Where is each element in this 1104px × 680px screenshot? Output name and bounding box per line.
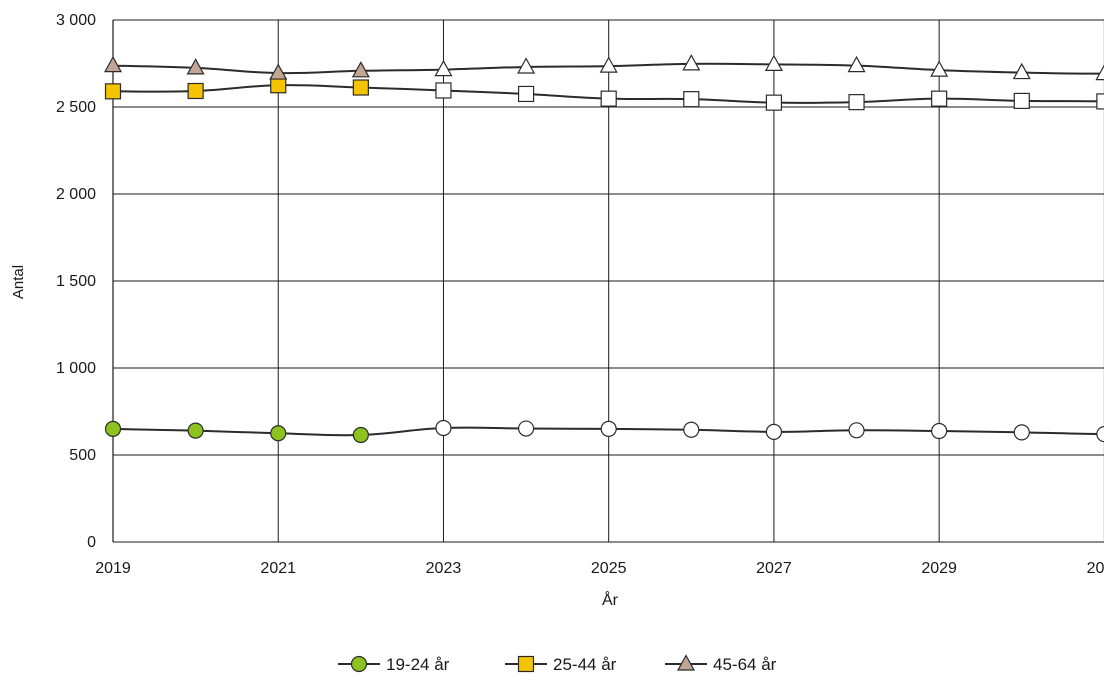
data-point xyxy=(1014,64,1030,79)
series-0 xyxy=(106,421,1104,443)
data-point xyxy=(519,86,534,101)
data-point xyxy=(270,65,286,80)
data-point xyxy=(601,421,616,436)
y-tick-label: 2 500 xyxy=(56,99,96,116)
data-point xyxy=(353,80,368,95)
data-point xyxy=(271,426,286,441)
legend-label: 19-24 år xyxy=(386,655,450,674)
data-point xyxy=(1014,93,1029,108)
data-point xyxy=(105,57,121,71)
data-point xyxy=(353,62,369,77)
y-tick-label: 3 000 xyxy=(56,12,96,29)
legend-item: 45-64 år xyxy=(665,655,777,674)
data-point xyxy=(932,91,947,106)
x-tick-label: 2023 xyxy=(426,560,462,577)
data-point xyxy=(1097,427,1104,442)
x-axis-title: År xyxy=(602,590,619,609)
x-tick-label: 2021 xyxy=(260,560,296,577)
data-point xyxy=(271,78,286,93)
legend-marker xyxy=(678,656,694,671)
y-tick-label: 1 500 xyxy=(56,273,96,290)
x-tick-label: 2027 xyxy=(756,560,792,577)
data-point xyxy=(849,423,864,438)
legend-marker xyxy=(519,657,534,672)
x-tick-label: 2019 xyxy=(95,560,131,577)
data-point xyxy=(1014,425,1029,440)
data-point xyxy=(766,56,782,71)
legend-item: 25-44 år xyxy=(505,655,617,674)
data-point xyxy=(435,61,451,75)
data-point xyxy=(932,423,947,438)
series-2 xyxy=(105,55,1104,79)
data-point xyxy=(849,95,864,110)
data-point xyxy=(106,421,121,436)
x-tick-label: 2025 xyxy=(591,560,627,577)
data-point xyxy=(188,83,203,98)
legend-label: 45-64 år xyxy=(713,655,777,674)
legend: 19-24 år 25-44 år 45-64 år xyxy=(338,655,777,674)
data-point xyxy=(1096,65,1104,80)
legend-item: 19-24 år xyxy=(338,655,450,674)
y-tick-label: 500 xyxy=(69,447,96,464)
data-point xyxy=(684,92,699,107)
data-point xyxy=(601,58,617,73)
data-point xyxy=(436,421,451,436)
data-point xyxy=(766,424,781,439)
data-point xyxy=(1097,94,1104,109)
data-point xyxy=(188,423,203,438)
data-point xyxy=(766,95,781,110)
data-point xyxy=(601,91,616,106)
legend-marker xyxy=(352,657,367,672)
y-tick-label: 1 000 xyxy=(56,360,96,377)
series-layer xyxy=(105,55,1104,442)
x-tick-label: 2029 xyxy=(921,560,957,577)
x-tick-label: 2031 xyxy=(1087,560,1104,577)
data-point xyxy=(106,84,121,99)
data-point xyxy=(849,57,865,71)
data-point xyxy=(518,58,534,73)
legend-label: 25-44 år xyxy=(553,655,617,674)
data-point xyxy=(436,83,451,98)
data-point xyxy=(188,59,204,74)
y-axis-title: Antal xyxy=(10,265,27,299)
y-tick-label: 0 xyxy=(87,534,96,551)
data-point xyxy=(684,422,699,437)
data-point xyxy=(353,427,368,442)
data-point xyxy=(519,421,534,436)
y-tick-label: 2 000 xyxy=(56,186,96,203)
data-point xyxy=(683,55,699,70)
